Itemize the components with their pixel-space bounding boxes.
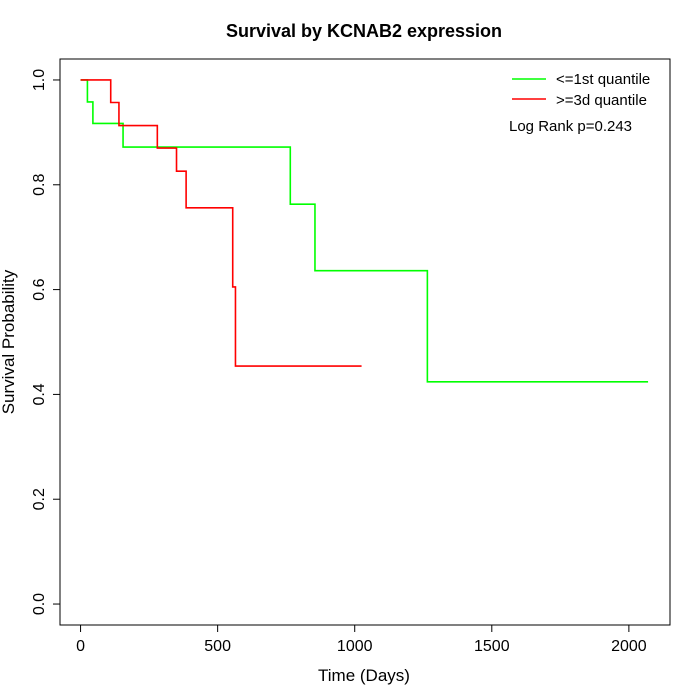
x-tick-label: 1000 [337, 638, 373, 655]
legend: <=1st quantile >=3d quantile [512, 71, 650, 109]
chart-title: Survival by KCNAB2 expression [226, 21, 502, 41]
y-tick-label: 0.8 [31, 174, 48, 196]
survival-curve-high-expression [80, 79, 362, 367]
x-tick-label: 1500 [474, 638, 510, 655]
y-tick-label: 1.0 [31, 69, 48, 91]
plot-area-border [59, 58, 671, 626]
log-rank-annotation: Log Rank p=0.243 [509, 118, 632, 135]
y-axis: 0.0 0.2 0.4 0.6 0.8 1.0 [31, 69, 61, 615]
y-tick-label: 0.0 [31, 593, 48, 615]
legend-label-high: >=3d quantile [556, 92, 647, 109]
x-axis-label: Time (Days) [318, 666, 410, 685]
x-tick-label: 2000 [611, 638, 647, 655]
survival-curve-low-expression [80, 79, 649, 383]
x-axis: 0 500 1000 1500 2000 [76, 624, 647, 655]
y-tick-label: 0.6 [31, 278, 48, 300]
legend-label-low: <=1st quantile [556, 71, 650, 88]
series-group [80, 79, 649, 383]
x-tick-label: 0 [76, 638, 85, 655]
y-tick-label: 0.2 [31, 488, 48, 510]
y-tick-label: 0.4 [31, 383, 48, 405]
x-tick-label: 500 [204, 638, 231, 655]
y-axis-label: Survival Probability [0, 269, 18, 414]
